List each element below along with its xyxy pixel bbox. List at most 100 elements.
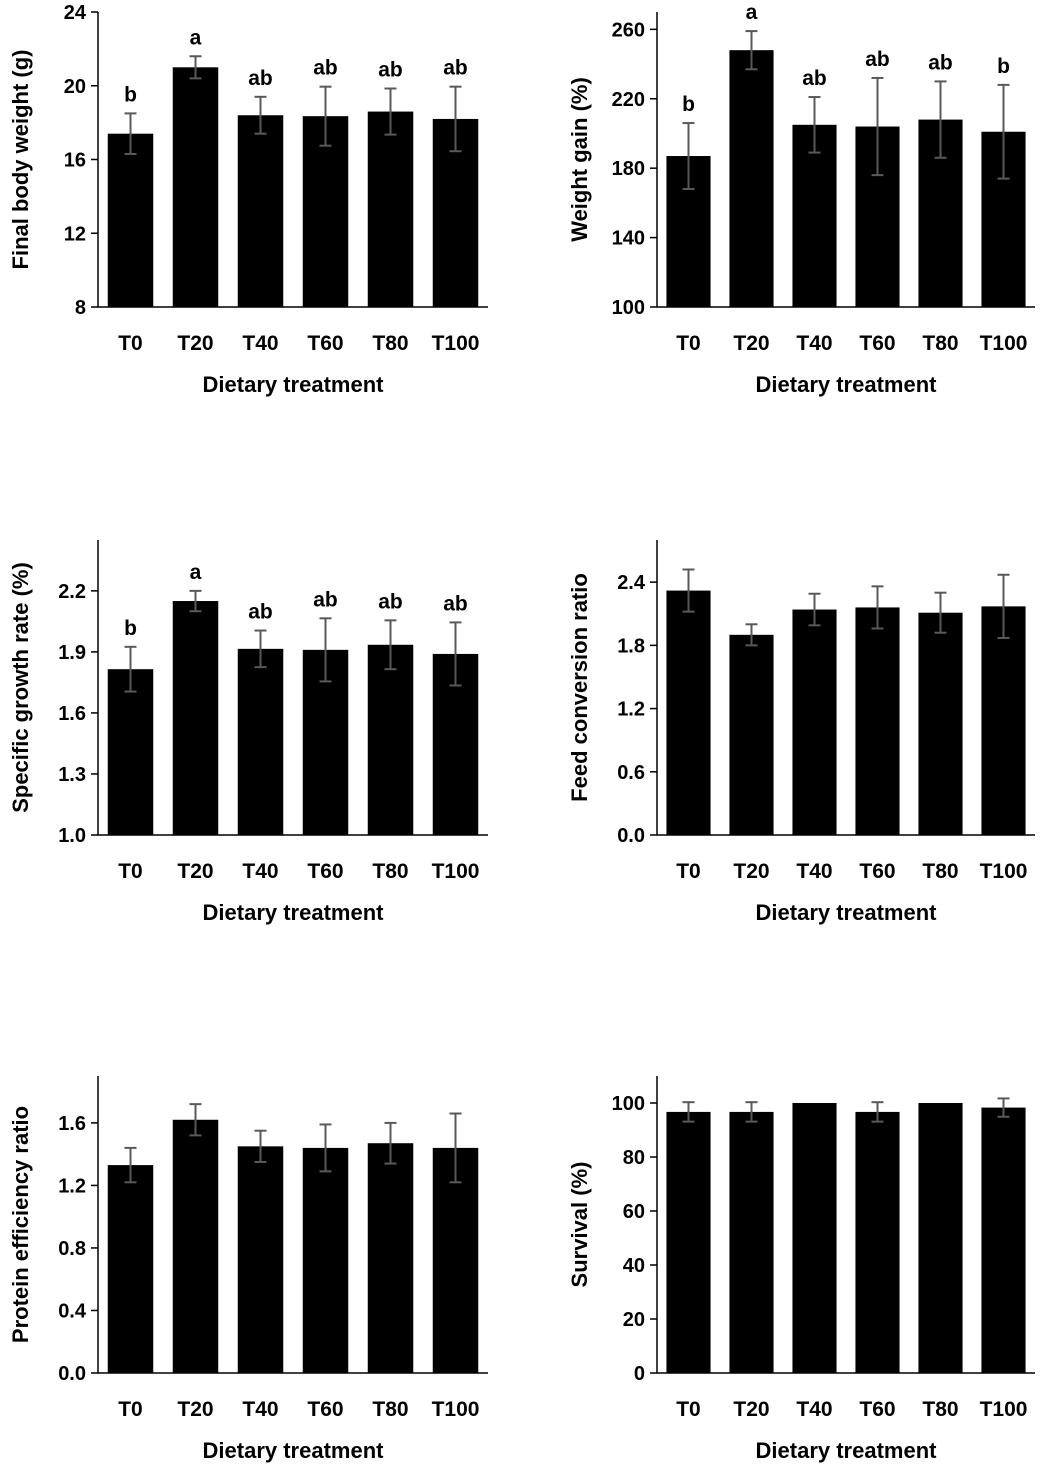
bar-t0 [107,133,154,307]
error-bar-t60 [319,617,332,683]
x-tick-label: T40 [796,1398,832,1421]
x-tick-label: T60 [307,332,343,355]
bar-t40 [237,1146,284,1373]
panel-specific-growth-rate: b T0 a T20 ab T40 ab T60 ab T80 ab T100 1.0 1.3 1.6 1.9… [8,540,488,925]
bar-t20 [172,1119,219,1373]
error-bar-t0 [124,112,137,155]
bar-t80 [918,612,963,835]
y-axis-title: Weight gain (%) [567,77,592,242]
x-tick-label: T0 [676,1398,701,1421]
bar-t20 [729,634,774,835]
error-bar-t80 [384,1121,397,1165]
error-bar-t20 [189,55,202,80]
bar-t100 [981,1107,1026,1373]
error-bar-t60 [319,1123,332,1173]
x-tick-label: T40 [242,860,278,883]
bar-t80 [367,111,414,307]
x-tick-label: T20 [177,860,213,883]
error-bar-t60 [319,85,332,147]
error-bar-t80 [384,87,397,136]
y-axis-title: Final body weight (g) [8,50,33,270]
bar-t60 [855,607,900,835]
bar-t0 [666,1111,711,1373]
error-bar-t0 [682,1101,695,1123]
error-bar-t60 [871,76,884,177]
x-tick-label: T60 [859,860,895,883]
x-tick-label: T40 [242,332,278,355]
error-bar-t60 [871,585,884,630]
bar-t20 [729,1111,774,1373]
bar-t40 [237,115,284,307]
y-tick-label: 2.2 [58,581,86,603]
y-tick-label: 140 [612,228,645,250]
y-tick-label: 1.0 [58,825,86,847]
bar-t100 [981,606,1026,835]
x-tick-label: T100 [432,332,480,355]
y-tick-label: 1.2 [58,1175,86,1197]
error-bar-t100 [449,1112,462,1184]
significance-label: ab [443,57,468,80]
significance-label: b [997,55,1010,78]
error-bar-t0 [124,1146,137,1184]
y-axis-title: Protein efficiency ratio [8,1106,33,1343]
x-tick-label: T20 [733,860,769,883]
x-tick-label: T20 [733,1398,769,1421]
significance-label: ab [313,588,338,611]
y-tick-label: 16 [64,150,86,172]
y-tick-label: 1.2 [617,699,645,721]
bar-t0 [107,669,154,835]
error-bar-t100 [997,1097,1010,1118]
y-tick-label: 260 [612,19,645,41]
error-bar-t0 [124,645,137,693]
x-axis-title: Dietary treatment [756,900,938,925]
x-tick-label: T40 [796,332,832,355]
bar-t80 [367,1143,414,1373]
x-tick-label: T60 [859,1398,895,1421]
x-tick-label: T80 [372,332,408,355]
x-tick-label: T80 [922,860,958,883]
x-tick-label: T80 [372,1398,408,1421]
significance-label: ab [313,57,338,80]
error-bar-t0 [682,568,695,613]
x-tick-label: T20 [177,332,213,355]
x-tick-label: T0 [118,1398,143,1421]
bar-t60 [302,116,349,307]
x-tick-label: T20 [177,1398,213,1421]
x-tick-label: T40 [796,860,832,883]
y-tick-label: 40 [623,1255,645,1277]
bar-t80 [918,1103,963,1373]
panel-survival: T0 T20 T40 T60 T80 T100 0 20 40 60 80 100 Dietary tr… [567,1076,1035,1463]
error-bar-t40 [808,592,821,627]
error-bar-t40 [808,96,821,154]
error-bar-t80 [934,591,947,634]
significance-label: a [190,26,202,49]
y-tick-label: 20 [623,1309,645,1331]
significance-label: a [746,1,758,24]
x-tick-label: T100 [980,332,1028,355]
bar-t20 [172,67,219,307]
significance-label: ab [378,59,403,82]
significance-label: ab [378,590,403,613]
error-bar-t40 [254,1129,267,1163]
bar-t40 [237,648,284,835]
y-tick-label: 60 [623,1201,645,1223]
bar-t0 [666,590,711,835]
y-axis-title: Survival (%) [567,1162,592,1288]
error-bar-t80 [384,619,397,671]
y-tick-label: 100 [612,1093,645,1115]
y-tick-label: 1.9 [58,642,86,664]
y-tick-label: 8 [75,297,86,319]
significance-label: ab [865,48,890,71]
error-bar-t100 [997,83,1010,180]
x-tick-label: T60 [307,860,343,883]
x-axis-title: Dietary treatment [756,372,938,397]
bar-t60 [855,1111,900,1373]
error-bar-t20 [189,589,202,613]
y-axis-title: Specific growth rate (%) [8,562,33,813]
significance-label: b [124,83,137,106]
error-bar-t60 [871,1101,884,1123]
bar-t60 [302,1147,349,1373]
significance-label: ab [248,601,273,624]
y-tick-label: 1.3 [58,764,86,786]
